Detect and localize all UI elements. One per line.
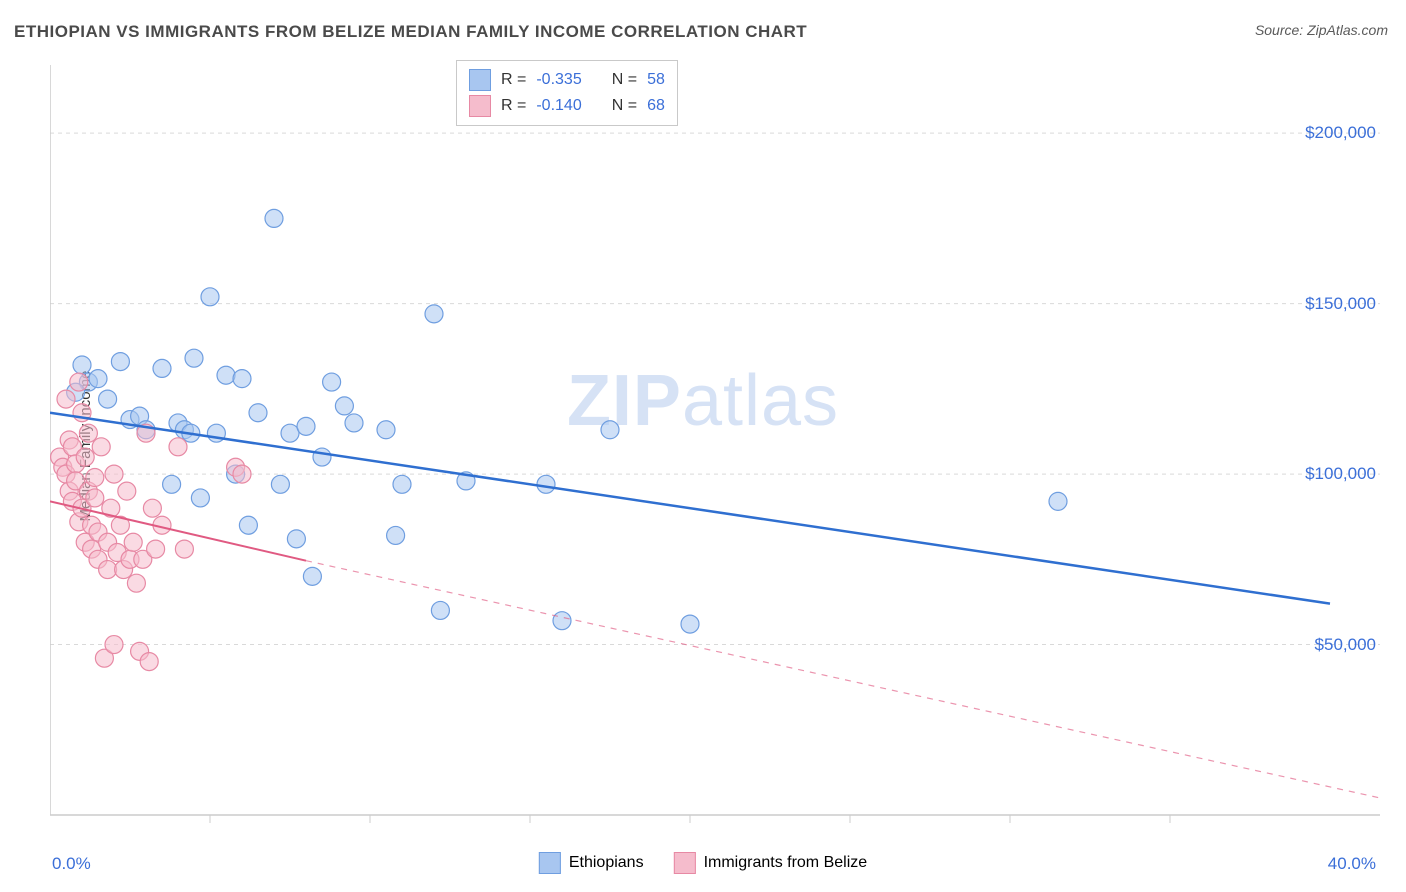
legend-item-belize: Immigrants from Belize xyxy=(674,852,868,874)
legend-label-ethiopians: Ethiopians xyxy=(569,854,644,872)
legend-swatch-ethiopians xyxy=(539,852,561,874)
legend-bottom: Ethiopians Immigrants from Belize xyxy=(539,852,867,874)
scatter-chart-svg xyxy=(50,55,1390,835)
legend-item-ethiopians: Ethiopians xyxy=(539,852,644,874)
chart-container: ETHIOPIAN VS IMMIGRANTS FROM BELIZE MEDI… xyxy=(0,0,1406,892)
swatch-ethiopians xyxy=(469,69,491,91)
stats-row-belize: R = -0.140 N = 68 xyxy=(469,93,665,119)
legend-swatch-belize xyxy=(674,852,696,874)
stats-row-ethiopians: R = -0.335 N = 58 xyxy=(469,67,665,93)
x-tick-max: 40.0% xyxy=(1328,854,1376,874)
source-attribution: Source: ZipAtlas.com xyxy=(1255,22,1388,38)
y-tick-label: $50,000 xyxy=(1315,635,1376,655)
y-tick-label: $200,000 xyxy=(1305,123,1376,143)
legend-label-belize: Immigrants from Belize xyxy=(704,854,868,872)
swatch-belize xyxy=(469,95,491,117)
correlation-stats-box: R = -0.335 N = 58 R = -0.140 N = 68 xyxy=(456,60,678,126)
x-tick-min: 0.0% xyxy=(52,854,91,874)
y-tick-label: $100,000 xyxy=(1305,464,1376,484)
y-tick-label: $150,000 xyxy=(1305,294,1376,314)
chart-title: ETHIOPIAN VS IMMIGRANTS FROM BELIZE MEDI… xyxy=(14,22,807,42)
